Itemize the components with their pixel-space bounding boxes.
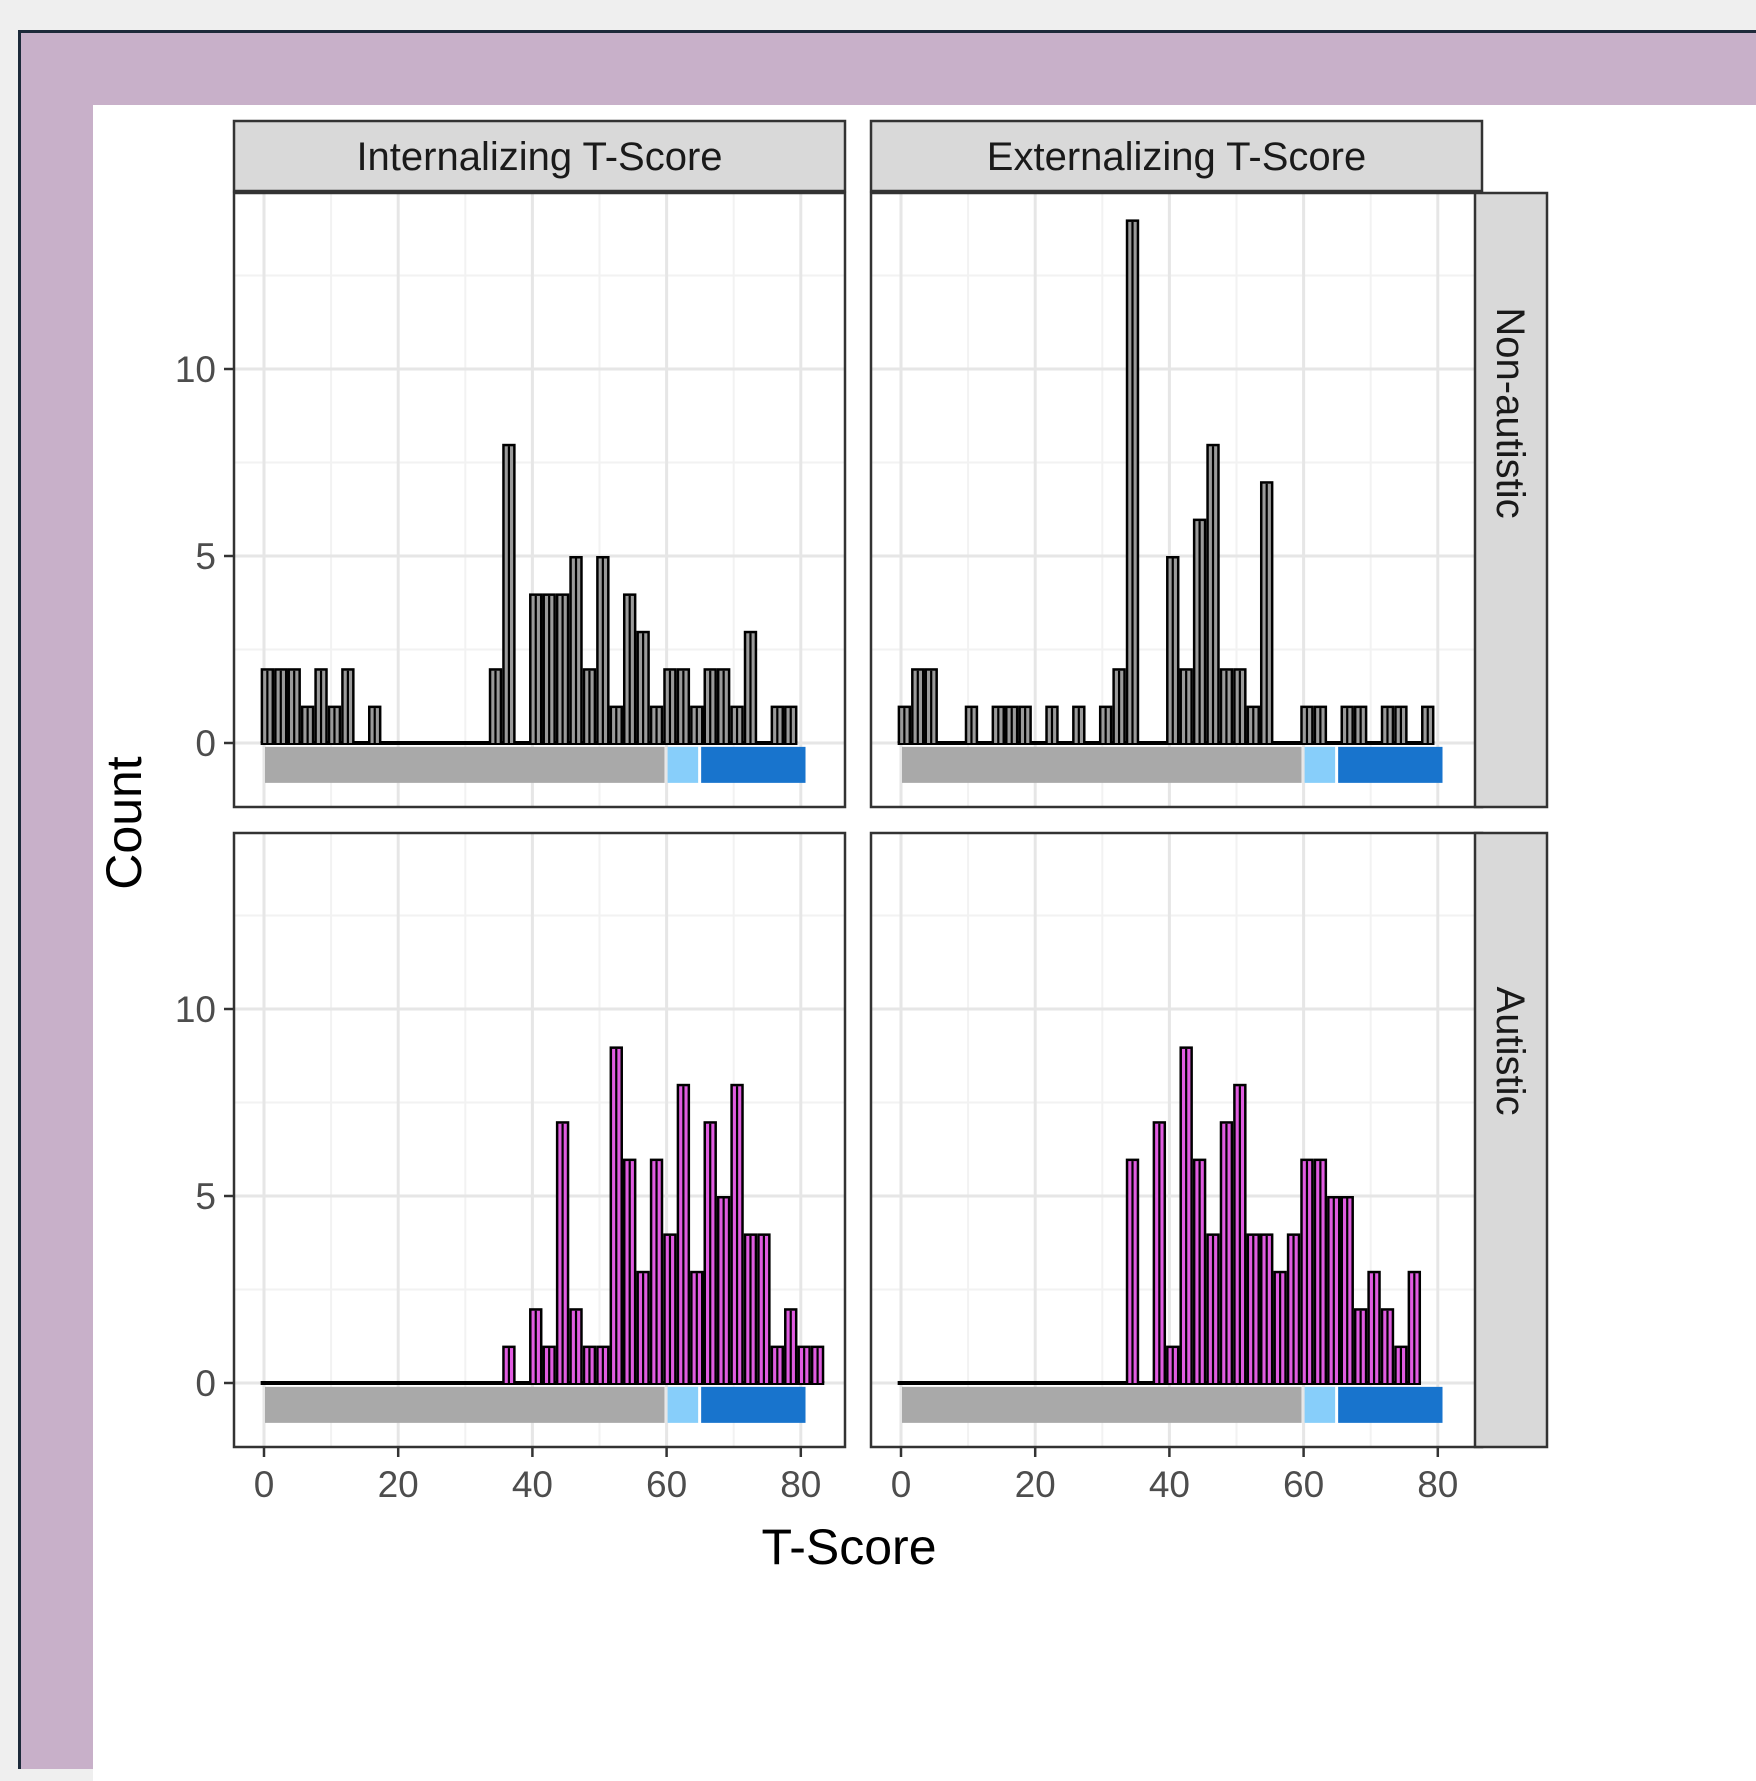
panel-border — [232, 191, 847, 809]
axes: 0 5 10 0 5 10 0 20 40 60 80 0 20 40 60 80 — [175, 349, 1459, 1505]
y-tick-label: 0 — [195, 1363, 216, 1404]
chart-panel: Internalizing T-Score Externalizing T-Sco… — [93, 105, 1756, 1781]
reference-range-band — [902, 1386, 1302, 1423]
row-strip: Non-autistic — [1473, 191, 1549, 809]
x-tick-label: 0 — [254, 1464, 275, 1505]
reference-range-band — [667, 1386, 699, 1423]
column-strip-label: Externalizing T-Score — [987, 135, 1366, 179]
x-tick-label: 80 — [1417, 1464, 1458, 1505]
histogram-series — [897, 1046, 1422, 1385]
row-strip: Autistic — [1473, 831, 1549, 1449]
x-tick-label: 40 — [512, 1464, 553, 1505]
facets — [232, 191, 1484, 1449]
faceted-histogram-chart: Internalizing T-Score Externalizing T-Sco… — [96, 119, 1549, 1575]
y-tick-label: 5 — [195, 536, 216, 577]
reference-range-band — [701, 746, 806, 783]
x-axis-title: T-Score — [761, 1519, 936, 1575]
strip-background — [232, 119, 847, 193]
x-tick-label: 80 — [780, 1464, 821, 1505]
x-tick-label: 60 — [1283, 1464, 1324, 1505]
x-tick-label: 60 — [646, 1464, 687, 1505]
reference-range-band — [701, 1386, 806, 1423]
row-strip-label: Autistic — [1488, 987, 1532, 1116]
reference-range-band — [1304, 1386, 1336, 1423]
strip-background — [869, 119, 1484, 193]
column-strip: Externalizing T-Score — [869, 119, 1484, 193]
strip-background — [1473, 191, 1549, 809]
reference-range-band — [1338, 1386, 1443, 1423]
x-tick-label: 20 — [1015, 1464, 1056, 1505]
column-strip-label: Internalizing T-Score — [356, 135, 722, 179]
reference-range-band — [1304, 746, 1336, 783]
strip-background — [1473, 831, 1549, 1449]
y-tick-label: 10 — [175, 989, 216, 1030]
reference-range-band — [265, 1386, 665, 1423]
histogram-series — [260, 1046, 825, 1385]
reference-range-band — [265, 746, 665, 783]
reference-range-band — [667, 746, 699, 783]
histogram-series — [260, 443, 798, 745]
row-strip-label: Non-autistic — [1488, 307, 1532, 518]
panel-border — [232, 831, 847, 1449]
reference-range-band — [1338, 746, 1443, 783]
x-tick-label: 0 — [891, 1464, 912, 1505]
histogram-series — [897, 219, 1435, 745]
y-tick-label: 0 — [195, 723, 216, 764]
facet-strips: Internalizing T-Score Externalizing T-Sco… — [232, 119, 1549, 1449]
reference-range-band — [902, 746, 1302, 783]
y-tick-label: 10 — [175, 349, 216, 390]
column-strip: Internalizing T-Score — [232, 119, 847, 193]
y-axis-title: Count — [96, 756, 152, 890]
figure-frame: Internalizing T-Score Externalizing T-Sco… — [18, 30, 1756, 1781]
x-tick-label: 40 — [1149, 1464, 1190, 1505]
x-tick-label: 20 — [378, 1464, 419, 1505]
y-tick-label: 5 — [195, 1176, 216, 1217]
